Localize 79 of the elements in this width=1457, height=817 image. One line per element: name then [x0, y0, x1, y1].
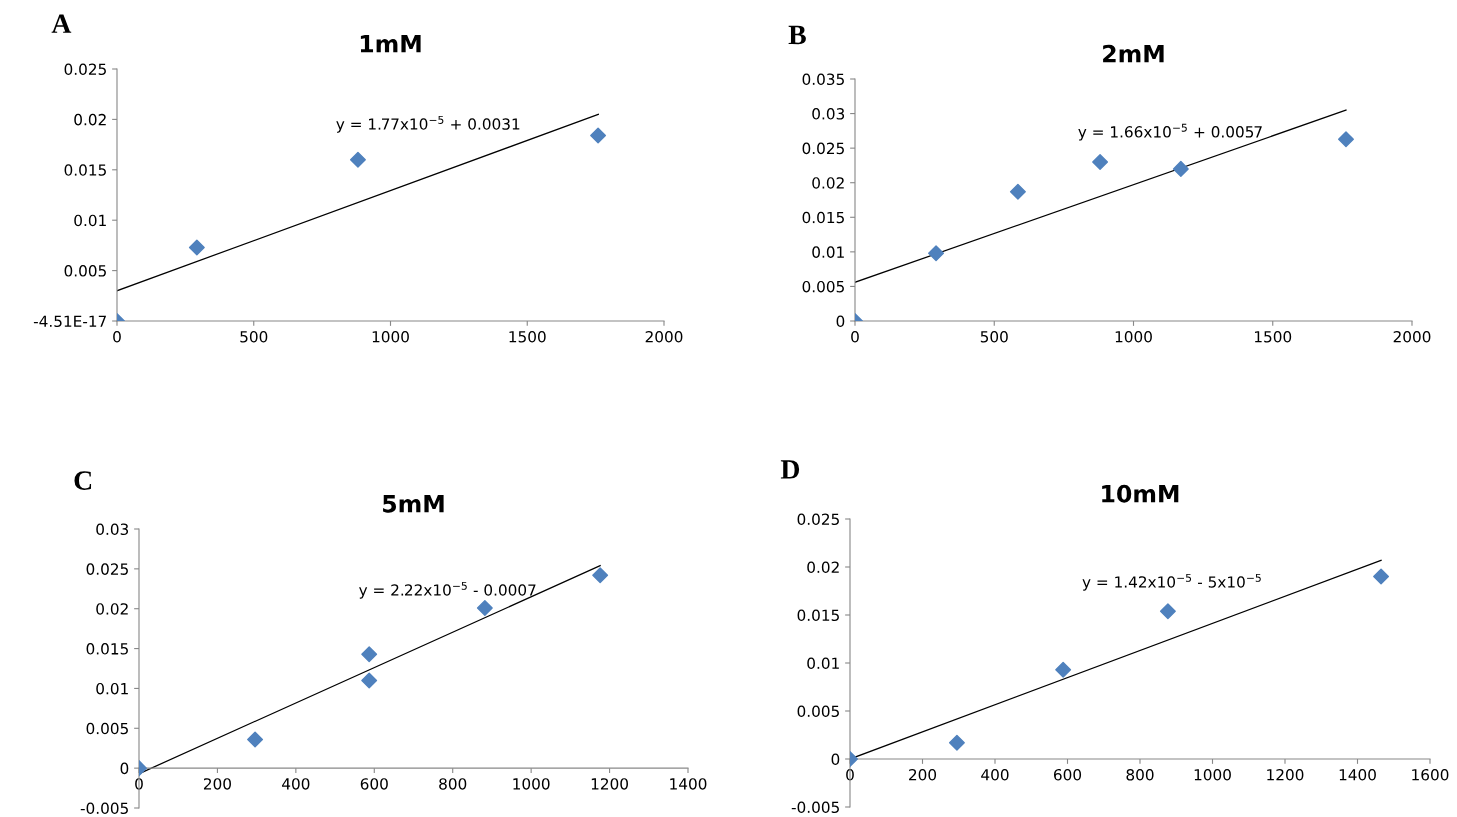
- point: [1009, 183, 1026, 200]
- y-tick-label: 0.015: [86, 643, 128, 655]
- point: [948, 734, 965, 751]
- text: C: [74, 471, 92, 490]
- point: [247, 731, 264, 748]
- y-tick-label: 0.005: [64, 265, 106, 277]
- y-tick-label: 0.02: [74, 113, 106, 126]
- point: [476, 599, 493, 616]
- x-tick-label: 800: [1126, 768, 1154, 781]
- x-tick-label: 1500: [509, 330, 546, 343]
- x-tick-label: 200: [909, 768, 937, 781]
- x-tick-label: 1000: [513, 778, 550, 790]
- x-tick-label: 1200: [591, 778, 628, 790]
- point: [592, 567, 609, 584]
- x-tick-label: 0: [846, 768, 854, 781]
- point: [1172, 160, 1189, 177]
- point: [361, 646, 378, 663]
- y-tick-label: 0.01: [807, 657, 839, 670]
- x-tick-label: 500: [980, 330, 1008, 343]
- chart-title: 1mM: [360, 35, 421, 53]
- point: [1092, 153, 1109, 170]
- x-tick-label: 200: [203, 778, 231, 790]
- y-tick-label: 0.03: [812, 108, 845, 120]
- x-tick-label: 400: [981, 768, 1009, 781]
- x-tick-label: 800: [439, 778, 467, 790]
- x-tick-label: 500: [240, 330, 268, 343]
- annotation: y = 2.22x10$^{−5}$ - 0.0007: [359, 581, 536, 599]
- y-tick-label: 0.015: [64, 164, 106, 176]
- x-tick-label: 0: [851, 330, 859, 343]
- point: [1338, 131, 1354, 148]
- text: B: [788, 25, 806, 45]
- y-tick-label: 0.025: [64, 63, 106, 76]
- point: [1373, 568, 1390, 585]
- y-tick-label: 0.01: [812, 246, 844, 258]
- point: [361, 672, 378, 689]
- y-tick-label: 0.035: [802, 73, 844, 86]
- x-tick-label: 1400: [670, 778, 707, 790]
- y-tick-label: 0: [831, 753, 840, 766]
- y-tick-label: 0.015: [802, 211, 844, 224]
- y-tick-label: 0.025: [797, 513, 839, 526]
- y-tick-label: -0.005: [80, 802, 128, 815]
- y-tick-label: -4.51E-17: [33, 315, 106, 328]
- chart-title: 2mM: [1103, 44, 1164, 63]
- x-tick-label: 1000: [372, 330, 409, 343]
- y-tick-label: 0.01: [96, 682, 128, 695]
- x-tick-label: 400: [282, 778, 310, 790]
- x-tick-label: 2000: [1393, 330, 1431, 343]
- x-tick-label: 2000: [645, 330, 683, 343]
- x-tick-label: 600: [360, 778, 388, 790]
- annotation: y = 1.66x10$^{−5}$ + 0.0057: [1078, 123, 1262, 141]
- chart-title: 5mM: [383, 495, 444, 513]
- y-tick-label: -0.005: [791, 801, 839, 814]
- x-tick-label: 1400: [1339, 768, 1376, 781]
- point: [1159, 603, 1176, 620]
- y-tick-label: 0.01: [74, 214, 106, 227]
- y-tick-label: 0.005: [86, 722, 128, 735]
- x-tick-label: 1000: [1115, 330, 1152, 343]
- x-tick-label: 1000: [1194, 768, 1231, 781]
- point: [1055, 661, 1072, 678]
- text: D: [780, 460, 800, 479]
- y-tick-label: 0.02: [96, 603, 128, 615]
- y-tick-label: 0.025: [86, 563, 128, 575]
- y-tick-label: 0.005: [797, 705, 839, 718]
- y-tick-label: 0.02: [807, 561, 839, 574]
- x-tick-label: 1600: [1412, 768, 1449, 781]
- y-tick-label: 0.03: [96, 523, 129, 536]
- x-tick-label: 600: [1053, 768, 1082, 781]
- annotation: y = 1.77x10$^{−5}$ + 0.0031: [336, 115, 520, 133]
- y-tick-label: 0: [836, 315, 845, 328]
- y-tick-label: 0.005: [802, 280, 844, 293]
- x-tick-label: 0: [135, 778, 143, 790]
- x-tick-label: 1200: [1267, 768, 1304, 781]
- annotation: y = 1.42x10$^{−5}$ - 5x10$^{−5}$: [1082, 573, 1261, 591]
- text: A: [51, 14, 72, 33]
- chart-title: 10mM: [1102, 484, 1179, 503]
- y-tick-label: 0.02: [812, 177, 844, 189]
- y-tick-label: 0.015: [797, 609, 839, 622]
- x-tick-label: 1500: [1254, 330, 1292, 343]
- y-tick-label: 0.025: [802, 142, 844, 155]
